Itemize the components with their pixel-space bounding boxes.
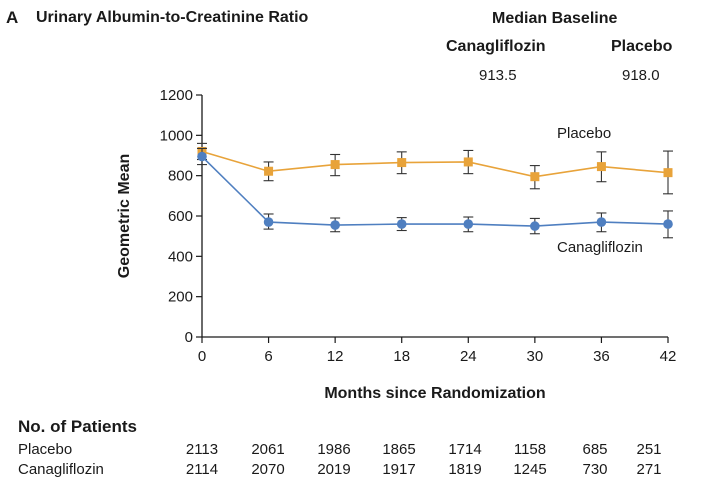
median-baseline-value-placebo: 918.0 bbox=[622, 67, 660, 84]
patients-count: 1917 bbox=[382, 461, 416, 478]
series-line-placebo bbox=[201, 150, 669, 178]
patients-count: 1986 bbox=[317, 441, 351, 458]
data-point-placebo bbox=[596, 162, 606, 172]
median-baseline-header-canagliflozin: Canagliflozin bbox=[446, 38, 546, 55]
patients-count: 1819 bbox=[448, 461, 482, 478]
patients-count: 2070 bbox=[251, 461, 285, 478]
median-baseline-value-canagliflozin: 913.5 bbox=[479, 67, 517, 84]
panel-letter: A bbox=[6, 8, 19, 27]
data-point-canagliflozin bbox=[463, 219, 474, 229]
data-point-placebo bbox=[330, 160, 340, 170]
data-point-placebo bbox=[264, 166, 274, 176]
y-tick-label: 1000 bbox=[160, 127, 193, 144]
data-point-placebo bbox=[530, 172, 540, 182]
x-tick-label: 18 bbox=[393, 348, 410, 365]
y-tick-label: 400 bbox=[168, 248, 193, 265]
data-point-canagliflozin bbox=[596, 217, 607, 227]
series-label-canagliflozin: Canagliflozin bbox=[557, 239, 643, 256]
y-axis-label: Geometric Mean bbox=[116, 154, 133, 278]
series-label-placebo: Placebo bbox=[557, 125, 611, 142]
y-tick-label: 1200 bbox=[160, 87, 193, 104]
x-tick-label: 30 bbox=[527, 348, 544, 365]
patients-count: 2114 bbox=[185, 461, 219, 478]
patients-count: 1158 bbox=[513, 441, 547, 458]
data-point-canagliflozin bbox=[197, 151, 207, 162]
y-tick-label: 600 bbox=[168, 208, 193, 225]
patients-count: 685 bbox=[582, 441, 608, 458]
chart-title: Urinary Albumin-to-Creatinine Ratio bbox=[36, 9, 309, 26]
data-point-canagliflozin bbox=[530, 221, 540, 231]
patients-count: 271 bbox=[636, 461, 662, 478]
series-layer bbox=[197, 142, 673, 239]
y-tick-label: 200 bbox=[168, 289, 193, 306]
patients-count: 1714 bbox=[448, 441, 482, 458]
x-tick-label: 6 bbox=[264, 348, 272, 365]
data-point-canagliflozin bbox=[330, 220, 340, 230]
x-tick-label: 24 bbox=[460, 348, 477, 365]
data-point-canagliflozin bbox=[396, 219, 407, 229]
data-point-placebo bbox=[463, 157, 473, 167]
x-tick-label: 42 bbox=[660, 348, 677, 365]
axes: 0 200 400 600 800 1000 1200 0 6 12 18 24 30 36 42 bbox=[160, 87, 677, 365]
patients-count: 2019 bbox=[317, 461, 351, 478]
patients-count: 2061 bbox=[251, 441, 285, 458]
x-tick-label: 0 bbox=[198, 348, 206, 365]
y-tick-label: 0 bbox=[185, 329, 193, 346]
x-tick-label: 12 bbox=[327, 348, 344, 365]
data-point-canagliflozin bbox=[263, 217, 274, 227]
patients-count: 1865 bbox=[382, 441, 416, 458]
y-tick-label: 800 bbox=[168, 168, 193, 185]
patients-row-label-placebo: Placebo bbox=[18, 441, 73, 458]
patients-row-label-canagliflozin: Canagliflozin bbox=[18, 461, 104, 478]
patients-count: 1245 bbox=[513, 461, 547, 478]
data-point-placebo bbox=[397, 158, 407, 168]
series-line-canagliflozin bbox=[201, 155, 669, 227]
patients-count: 730 bbox=[582, 461, 608, 478]
data-point-placebo bbox=[663, 168, 673, 178]
x-tick-label: 36 bbox=[593, 348, 610, 365]
data-point-canagliflozin bbox=[663, 219, 673, 229]
median-baseline-title: Median Baseline bbox=[492, 10, 618, 27]
patients-title: No. of Patients bbox=[18, 417, 138, 436]
patients-count: 251 bbox=[636, 441, 662, 458]
x-axis-label: Months since Randomization bbox=[324, 385, 545, 402]
median-baseline-header-placebo: Placebo bbox=[611, 38, 673, 55]
patients-count: 2113 bbox=[185, 441, 219, 458]
